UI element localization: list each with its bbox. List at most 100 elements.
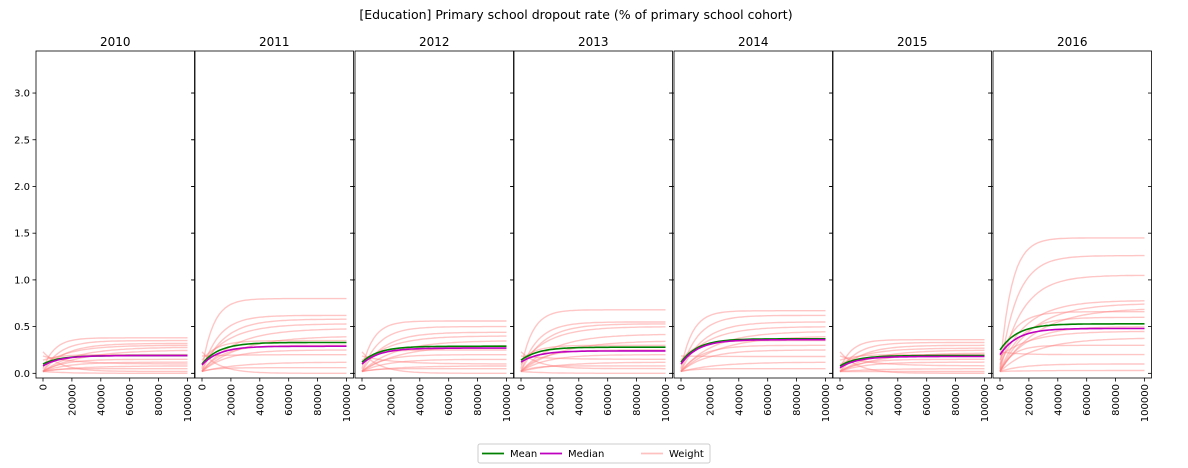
weight-line (839, 351, 985, 374)
weight-line (361, 331, 507, 372)
median-line (361, 347, 507, 365)
x-tick-label: 20000 (864, 384, 875, 416)
panel-2011: 2011 0 20000 40000 60000 80000 100000 (191, 35, 354, 422)
x-tick-label: 0 (836, 384, 847, 390)
x-tick-label: 60000 (922, 384, 933, 416)
weight-line (680, 326, 826, 365)
y-tick-label: 1.0 (14, 275, 30, 286)
mean-line (361, 345, 507, 363)
legend-box (477, 443, 711, 464)
x-tick-label: 40000 (893, 384, 904, 416)
panel-frame (992, 50, 1152, 379)
weight-line (999, 316, 1145, 372)
weight-line (520, 309, 666, 369)
weight-line (839, 361, 985, 373)
weight-line (361, 358, 507, 373)
weight-line (361, 320, 507, 369)
x-tick-label: 80000 (473, 384, 484, 416)
mean-line (201, 341, 347, 365)
weight-line (201, 354, 347, 357)
x-tick-label: 0 (677, 384, 688, 390)
weight-line (520, 323, 666, 372)
weight-line (201, 314, 347, 372)
weight-line (201, 361, 347, 373)
weight-line (999, 363, 1145, 373)
x-tick-label: 100000 (980, 384, 991, 422)
x-tick-label: 20000 (67, 384, 78, 416)
y-tick-label: 0.0 (14, 369, 30, 380)
panel-2016: 2016 0 20000 40000 60000 80000 100000 (989, 35, 1152, 422)
panel-frame (832, 50, 992, 379)
panel-2012: 2012 0 20000 40000 60000 80000 100000 (351, 35, 514, 422)
x-tick-label: 0 (358, 384, 369, 390)
y-tick-label: 0.5 (14, 322, 30, 333)
mean-line (520, 346, 666, 361)
legend-label: Mean (510, 449, 537, 460)
weight-line (999, 369, 1145, 373)
weight-line (42, 351, 188, 373)
weight-line (680, 336, 826, 373)
x-tick-label: 20000 (1024, 384, 1035, 416)
panel-frame (354, 50, 514, 379)
weight-line (999, 274, 1145, 372)
weight-line (42, 368, 188, 373)
weight-line (201, 336, 347, 373)
weight-line (42, 370, 188, 374)
weight-line (361, 368, 507, 373)
x-tick-label: 20000 (545, 384, 556, 416)
panel-frame (673, 50, 833, 379)
panel-title: 2010 (100, 35, 131, 49)
weight-line (520, 340, 666, 373)
y-tick-label: 2.0 (14, 182, 30, 193)
x-tick-label: 100000 (1140, 384, 1151, 422)
weight-line (201, 339, 347, 361)
mean-line (680, 338, 826, 363)
x-tick-label: 0 (517, 384, 528, 390)
weight-line (361, 354, 507, 373)
mean-line (839, 354, 985, 367)
weight-line (201, 328, 347, 372)
mean-line (999, 323, 1145, 351)
weight-line (520, 354, 666, 373)
x-tick-label: 40000 (1053, 384, 1064, 416)
panel-title: 2016 (1057, 35, 1088, 49)
weight-line (361, 355, 507, 365)
weight-line (520, 365, 666, 373)
x-tick-label: 60000 (603, 384, 614, 416)
weight-line (42, 344, 188, 366)
weight-line (999, 300, 1145, 365)
x-tick-label: 20000 (386, 384, 397, 416)
weight-line (201, 351, 347, 374)
x-tick-label: 80000 (632, 384, 643, 416)
weight-line (680, 321, 826, 372)
panels-group: 2010 0.0 0.5 1.0 1.5 2.0 2.5 3.0 0 20000 40000 6000… (14, 35, 1152, 422)
median-line (520, 350, 666, 363)
weight-line (999, 237, 1145, 369)
weight-line (520, 326, 666, 365)
panel-title: 2014 (738, 35, 769, 49)
x-tick-label: 60000 (1082, 384, 1093, 416)
x-tick-label: 80000 (154, 384, 165, 416)
weight-line (680, 368, 826, 373)
panel-title: 2012 (419, 35, 450, 49)
weight-line (520, 361, 666, 373)
weight-line (201, 297, 347, 369)
x-tick-label: 20000 (705, 384, 716, 416)
x-tick-label: 80000 (792, 384, 803, 416)
median-line (999, 327, 1145, 356)
x-tick-label: 80000 (1111, 384, 1122, 416)
median-line (42, 354, 188, 367)
weight-line (999, 254, 1145, 372)
x-tick-label: 100000 (342, 384, 353, 422)
median-line (839, 355, 985, 369)
legend-label: Weight (669, 449, 704, 460)
weight-line (999, 311, 1145, 361)
weight-line (361, 325, 507, 372)
panel-title: 2013 (578, 35, 609, 49)
weight-line (999, 330, 1145, 357)
weight-line (839, 358, 985, 373)
y-tick-label: 1.5 (14, 229, 30, 240)
chart-title: [Education] Primary school dropout rate … (359, 7, 792, 22)
x-tick-label: 60000 (444, 384, 455, 416)
weight-line (42, 337, 188, 369)
